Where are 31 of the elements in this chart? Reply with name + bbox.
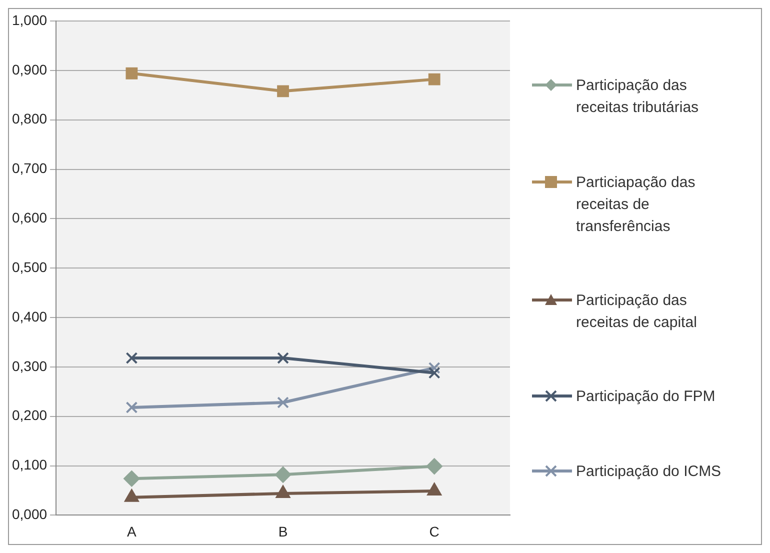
x-tick-label: B: [278, 523, 288, 540]
y-tick-label: 0,500: [12, 258, 48, 275]
point: [124, 470, 140, 487]
y-tick-label: 0,000: [12, 506, 48, 522]
point: [126, 402, 138, 414]
point: [428, 366, 440, 379]
y-tick-label: 0,800: [12, 110, 48, 127]
y-tick-label: 0,900: [12, 61, 48, 78]
y-tick-label: 0,400: [12, 308, 48, 324]
point: [426, 458, 442, 474]
legend-label: Participação das receitas tributárias: [576, 76, 700, 118]
x-tick-label: C: [429, 523, 440, 540]
point: [126, 352, 138, 364]
x-tick-label: A: [127, 523, 138, 540]
point: [428, 73, 440, 86]
legend-label: Participação do FPM: [576, 387, 716, 408]
y-tick-label: 1,000: [12, 12, 48, 28]
point: [277, 352, 289, 364]
point: [275, 466, 292, 483]
point: [126, 67, 138, 80]
y-tick-label: 0,300: [12, 358, 48, 374]
point: [428, 362, 440, 374]
legend-label: Participação das receitas de capital: [576, 290, 698, 333]
point: [277, 396, 289, 408]
y-tick-label: 0,700: [12, 160, 48, 176]
y-tick-label: 0,100: [12, 456, 48, 473]
y-tick-label: 0,600: [12, 210, 48, 226]
legend-label: Particiapação das receitas de transferências: [576, 172, 696, 237]
legend-label: Participação do ICMS: [576, 462, 722, 482]
point: [277, 85, 289, 98]
y-tick-label: 0,200: [12, 407, 48, 424]
